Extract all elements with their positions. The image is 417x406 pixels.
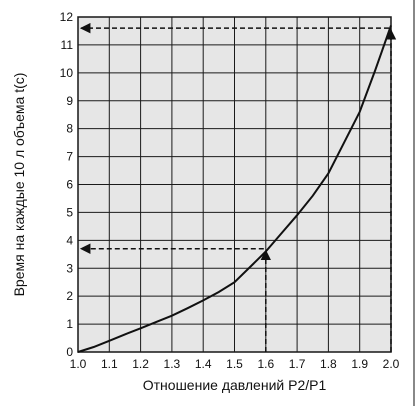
y-tick-label: 8 [66, 122, 73, 136]
x-tick-label: 1.2 [132, 357, 149, 371]
x-tick-label: 1.8 [320, 357, 337, 371]
y-tick-label: 4 [66, 233, 73, 247]
y-tick-label: 6 [66, 178, 73, 192]
y-tick-label: 12 [60, 10, 74, 24]
x-axis-label: Отношение давлений P2/P1 [143, 377, 327, 393]
x-tick-label: 1.6 [257, 357, 274, 371]
x-tick-label: 1.7 [289, 357, 306, 371]
x-tick-label: 1.0 [70, 357, 87, 371]
y-tick-label: 1 [66, 317, 73, 331]
x-tick-label: 2.0 [383, 357, 400, 371]
y-tick-label: 0 [66, 345, 73, 359]
y-tick-label: 5 [66, 205, 73, 219]
series-line [77, 25, 392, 353]
x-tick-label: 1.9 [351, 357, 368, 371]
y-tick-label: 10 [60, 66, 74, 80]
x-tick-labels: 1.0 1.1 1.2 1.3 1.4 1.5 1.6 1.7 1.8 1.9 2.0 [70, 357, 400, 371]
grid [77, 16, 392, 353]
x-tick-label: 1.5 [226, 357, 243, 371]
x-tick-label: 1.4 [195, 357, 212, 371]
y-tick-label: 9 [66, 94, 73, 108]
x-tick-label: 1.1 [101, 357, 118, 371]
y-tick-label: 3 [66, 261, 73, 275]
x-tick-label: 1.3 [164, 357, 181, 371]
y-axis-label: Время на каждые 10 л объема t(c) [11, 73, 27, 297]
y-tick-label: 2 [66, 289, 73, 303]
y-tick-label: 7 [66, 150, 73, 164]
reference-arrows [79, 22, 397, 352]
y-tick-label: 11 [61, 38, 74, 52]
